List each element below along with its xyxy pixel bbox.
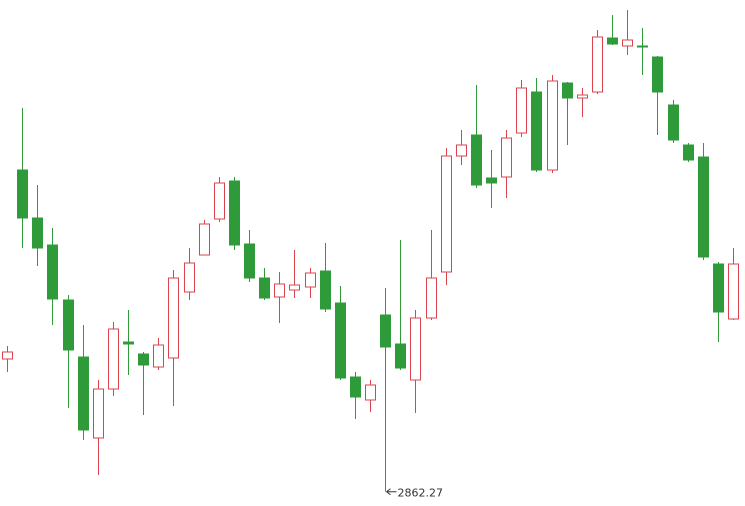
- candle-body: [305, 272, 316, 288]
- candle-body: [184, 262, 195, 293]
- candle-body: [108, 328, 119, 390]
- candle-body: [214, 182, 225, 220]
- candle-body: [138, 353, 149, 366]
- candle-body: [622, 39, 633, 47]
- candle-body: [562, 82, 573, 99]
- candle-body: [123, 341, 134, 345]
- candle-body: [637, 45, 648, 48]
- candle-body: [501, 137, 512, 178]
- candle-body: [516, 87, 527, 134]
- low-label: 2862.27: [398, 487, 444, 500]
- candle-body: [577, 94, 588, 99]
- candle-body: [668, 104, 679, 141]
- candle-body: [426, 277, 437, 319]
- candle-body: [531, 91, 542, 171]
- candle-body: [380, 314, 391, 348]
- candle-body: [335, 302, 346, 379]
- candle-body: [652, 56, 663, 93]
- candle-body: [471, 134, 482, 186]
- candle-body: [78, 356, 89, 431]
- candle-body: [274, 283, 285, 298]
- candle-body: [32, 217, 43, 249]
- candle-body: [168, 277, 179, 359]
- candle-body: [456, 144, 467, 157]
- candle-body: [441, 155, 452, 273]
- candle-body: [592, 36, 603, 93]
- candle-body: [47, 244, 58, 300]
- candle-body: [153, 344, 164, 368]
- candle-body: [289, 284, 300, 291]
- candle-body: [410, 317, 421, 381]
- candle-body: [350, 376, 361, 398]
- candle-body: [199, 223, 210, 256]
- candle-body: [17, 169, 28, 219]
- candle-body: [547, 80, 558, 171]
- annotation-arrow: [386, 488, 397, 496]
- candle-body: [365, 384, 376, 401]
- candle-body: [244, 243, 255, 279]
- candle-body: [229, 180, 240, 246]
- candle-body: [2, 351, 13, 360]
- candle-body: [486, 177, 497, 184]
- candle-body: [63, 299, 74, 351]
- candle-body: [698, 156, 709, 258]
- candle-body: [93, 388, 104, 439]
- candle-body: [683, 144, 694, 161]
- candle-body: [259, 277, 270, 299]
- candle-body: [320, 270, 331, 310]
- candle-body: [607, 37, 618, 45]
- candle-body: [728, 263, 739, 320]
- candle-body: [395, 343, 406, 369]
- candle-body: [713, 263, 724, 313]
